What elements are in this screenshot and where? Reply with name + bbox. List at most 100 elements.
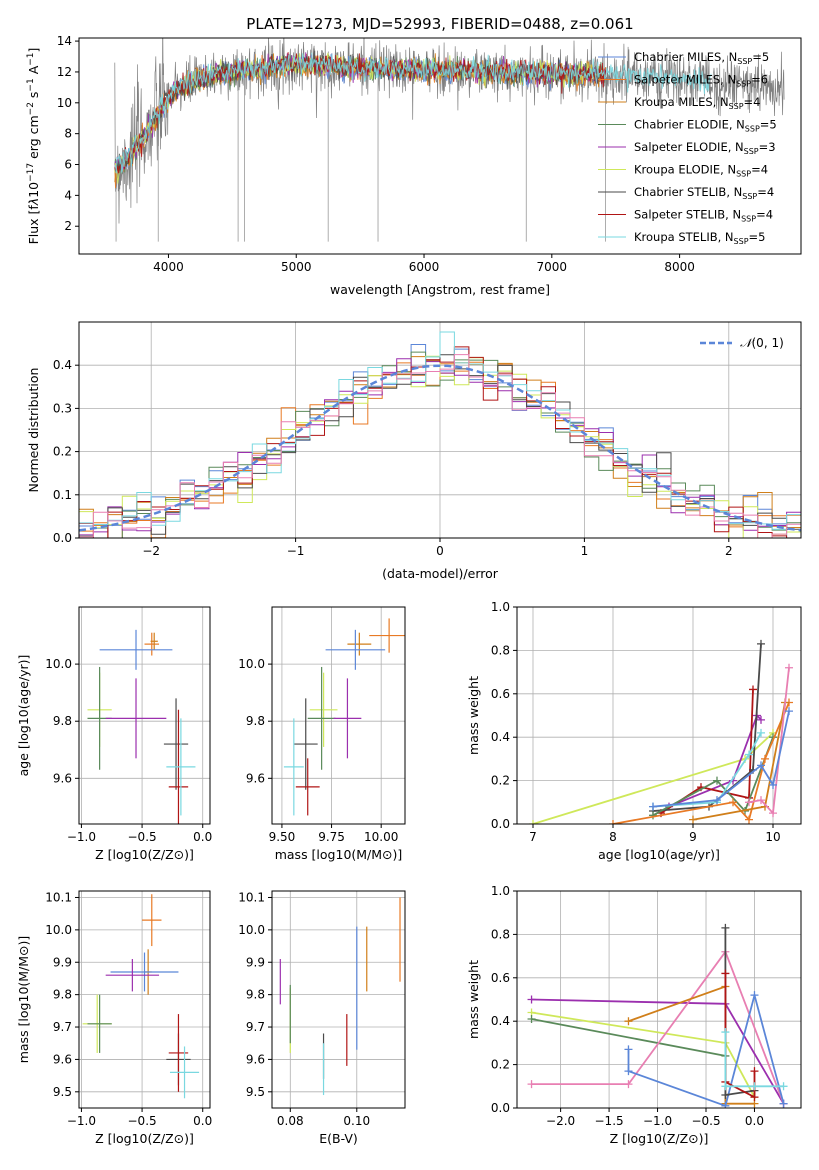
legend-label-4: Chabrier ELODIE, NSSP=5	[634, 118, 777, 134]
age-weight-series-2	[668, 713, 762, 808]
spectrum-ytick-label: 14	[57, 34, 72, 48]
z-mass-ylabel: mass [log10(M/M⊙)]	[16, 936, 31, 1064]
z-age-ytick-label: 9.8	[53, 714, 72, 728]
mass-age-xtick-label: 9.75	[318, 830, 345, 844]
z-mass-ytick-label: 9.9	[53, 955, 72, 969]
z-weight-series-5-marker	[624, 1017, 633, 1026]
mass-age-xtick-label: 9.50	[269, 830, 296, 844]
spectrum-frame	[78, 37, 802, 255]
age-weight-series-8-marker	[689, 815, 697, 824]
age-weight-series-7-marker	[609, 820, 617, 824]
ebv-mass-ytick-label: 9.5	[246, 1085, 265, 1099]
z-age-ytick-label: 9.6	[53, 771, 72, 785]
age-weight-panel: 7 8 9 10 0.0 0.2 0.4 0.6 0.8 1.0 age [log10(age/yr…	[466, 600, 802, 862]
z-weight-series-9	[724, 1032, 784, 1088]
age-weight-series-2-marker	[757, 715, 765, 724]
spectrum-ytick-label: 8	[64, 127, 72, 141]
age-weight-series-6-marker	[757, 728, 765, 737]
ebv-mass-marks	[279, 897, 401, 1096]
spectrum-title: PLATE=1273, MJD=52993, FIBERID=0488, z=0…	[246, 15, 633, 33]
residual-xlabel: (data-model)/error	[382, 566, 499, 581]
residual-xtick-label: −2	[142, 544, 160, 558]
legend-label-6: Kroupa ELODIE, NSSP=4	[634, 163, 768, 179]
age-weight-series-9	[748, 667, 790, 816]
spectrum-ytick-label: 12	[57, 65, 72, 79]
z-mass-ytick-label: 9.7	[53, 1020, 72, 1034]
z-weight-series-8-marker	[750, 1067, 759, 1076]
mass-age-frame	[271, 606, 406, 825]
spectrum-xtick-label: 8000	[664, 260, 695, 274]
z-weight-series-6-marker	[750, 991, 759, 1000]
z-weight-ylabel: mass weight	[466, 960, 481, 1039]
age-weight-xtick-label: 9	[689, 830, 697, 844]
age-weight-series-5-marker	[649, 811, 657, 820]
ebv-mass-ytick-label: 9.9	[246, 955, 265, 969]
z-age-xtick-label: 0.0	[193, 830, 212, 844]
z-mass-ytick-label: 10.1	[45, 890, 72, 904]
age-weight-series-4-marker	[757, 639, 765, 648]
z-mass-frame	[78, 890, 211, 1109]
z-weight-series-3-marker	[527, 1015, 536, 1024]
age-weight-series-7-marker	[729, 798, 737, 807]
z-weight-series-4-marker	[527, 1080, 536, 1089]
mass-age-xlabel: mass [log10(M/M⊙)]	[275, 847, 403, 862]
age-weight-series-6-marker	[745, 750, 753, 759]
z-age-marks	[87, 629, 196, 824]
z-weight-panel: −2.0 −1.5 −1.0 −0.5 0.0 0.0 0.2 0.4 0.6 0.8 1.0 Z […	[466, 884, 802, 1146]
legend-label-3: Kroupa MILES, NSSP=4	[634, 95, 760, 111]
age-weight-series-1-marker	[529, 820, 537, 824]
age-weight-series-10-marker	[769, 780, 777, 789]
z-age-ylabel: age [log10(age/yr)]	[16, 655, 31, 777]
z-weight-series-9-marker	[779, 1082, 788, 1091]
age-weight-marks	[529, 639, 793, 824]
z-age-xtick-label: −0.5	[128, 830, 157, 844]
residual-ytick-label: 0.1	[53, 488, 72, 502]
z-age-xlabel: Z [log10(Z/Z⊙)]	[95, 847, 194, 862]
z-weight-xlabel: Z [log10(Z/Z⊙)]	[610, 1131, 709, 1146]
z-weight-marks	[527, 923, 788, 1108]
age-weight-ytick-label: 0.8	[491, 643, 510, 657]
residual-ytick-label: 0.4	[53, 358, 72, 372]
z-weight-series-6-marker	[721, 1101, 730, 1108]
age-weight-xtick-label: 7	[529, 830, 537, 844]
mass-age-ytick-label: 9.8	[246, 714, 265, 728]
age-weight-series-7-marker	[745, 815, 753, 824]
z-weight-series-9-marker	[750, 1082, 759, 1091]
z-weight-frame	[516, 890, 802, 1109]
age-weight-series-6	[652, 732, 762, 808]
z-weight-ytick-label: 0.6	[491, 971, 510, 985]
age-weight-xtick-label: 10	[765, 830, 780, 844]
spectrum-panel: 4000 5000 6000 7000 8000 2 4 6 8 10 12 14 PLATE=127…	[26, 15, 802, 297]
age-weight-ytick-label: 0.6	[491, 687, 510, 701]
normal-reference-curve	[78, 364, 802, 532]
mass-age-ytick-label: 10.0	[238, 657, 265, 671]
legend-label-2: Salpeter MILES, NSSP=6	[634, 73, 768, 89]
age-weight-series-9-marker	[785, 663, 793, 672]
age-weight-ytick-label: 0.0	[491, 817, 510, 831]
mass-age-xtick-label: 10.00	[364, 830, 398, 844]
legend-label-1: Chabrier MILES, NSSP=5	[634, 50, 769, 66]
z-weight-series-8-marker	[750, 1093, 759, 1102]
legend-label-7: Chabrier STELIB, NSSP=4	[634, 185, 774, 201]
legend-label-9: Kroupa STELIB, NSSP=5	[634, 230, 765, 246]
ebv-mass-xlabel: E(B-V)	[319, 1131, 358, 1146]
legend-label-8: Salpeter STELIB, NSSP=4	[634, 208, 773, 224]
z-age-ytick-label: 10.0	[45, 657, 72, 671]
z-weight-series-1-marker	[527, 995, 536, 1004]
z-weight-xtick-label: −1.5	[595, 1114, 624, 1128]
ebv-mass-ytick-label: 10.0	[238, 923, 265, 937]
spectrum-series	[114, 38, 785, 242]
z-weight-series-8-marker	[721, 969, 730, 978]
z-mass-xtick-label: 0.0	[193, 1114, 212, 1128]
z-weight-series-3	[531, 1018, 726, 1057]
z-weight-series-6-marker	[624, 1067, 633, 1076]
spectrum-ylabel: Flux [fλ10−17 erg cm−2 s−1 A−1]	[26, 48, 41, 245]
age-weight-series-10-marker	[757, 761, 765, 770]
age-weight-series-9-marker	[769, 809, 777, 818]
age-weight-ytick-label: 0.2	[491, 774, 510, 788]
z-weight-xtick-label: −0.5	[691, 1114, 720, 1128]
residual-panel: −2 −1 0 1 2 0.0 0.1 0.2 0.3 0.4 (data-model)/erro…	[26, 321, 802, 581]
z-age-xtick-label: −1.0	[67, 830, 96, 844]
z-weight-ytick-label: 0.8	[491, 927, 510, 941]
